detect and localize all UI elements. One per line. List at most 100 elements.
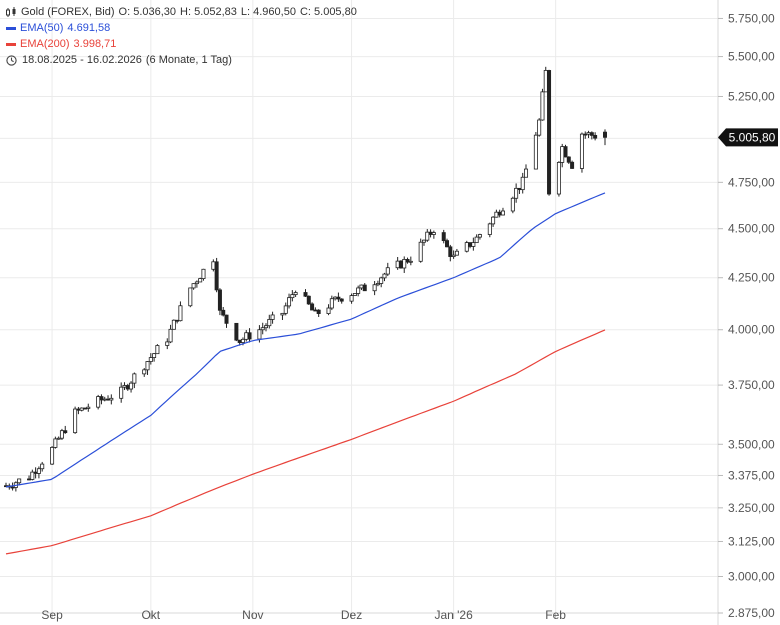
y-tick-label: 5.750,00 bbox=[728, 11, 775, 25]
candle-body bbox=[214, 261, 219, 291]
candle-body bbox=[579, 133, 584, 169]
ohlc-high: H: 5.052,83 bbox=[180, 6, 237, 18]
x-tick-label: Dez bbox=[341, 608, 362, 622]
y-tick-label: 4.500,00 bbox=[728, 222, 775, 236]
candle-body bbox=[240, 338, 245, 343]
candle-body bbox=[178, 305, 183, 322]
candle-body bbox=[194, 281, 199, 285]
candle-body bbox=[224, 314, 229, 324]
candle-body bbox=[316, 309, 321, 314]
candle-body bbox=[431, 232, 436, 235]
candle-body bbox=[17, 478, 22, 484]
candle-body bbox=[402, 259, 407, 269]
candle-body bbox=[152, 353, 157, 358]
candle-body bbox=[398, 260, 403, 269]
candle-body bbox=[27, 478, 32, 481]
candle-body bbox=[30, 471, 35, 480]
period-info: (6 Monate, 1 Tag) bbox=[145, 54, 232, 66]
candle-body bbox=[287, 297, 292, 307]
candle-body bbox=[362, 284, 367, 292]
y-tick-label: 3.250,00 bbox=[728, 501, 775, 515]
candle-body bbox=[464, 242, 469, 252]
candle-body bbox=[329, 298, 334, 309]
legend-range-row: 18.08.2025 - 16.02.2026 (6 Monate, 1 Tag… bbox=[6, 52, 361, 68]
candle-body bbox=[497, 211, 502, 216]
candle-body bbox=[428, 231, 433, 235]
x-tick-label: Jan '26 bbox=[434, 608, 473, 622]
ohlc-close: C: 5.005,80 bbox=[299, 6, 357, 18]
candle-body bbox=[448, 246, 453, 257]
candle-body bbox=[99, 396, 104, 401]
ema50-label: EMA(50) bbox=[20, 22, 64, 34]
candle-body bbox=[290, 294, 295, 299]
candle-body bbox=[471, 242, 476, 247]
candle-body bbox=[339, 298, 344, 302]
y-tick-label: 3.125,00 bbox=[728, 534, 775, 548]
candle-body bbox=[310, 303, 315, 311]
candle-body bbox=[468, 242, 473, 247]
candle-body bbox=[566, 156, 571, 163]
candle-body bbox=[76, 408, 81, 411]
candle-body bbox=[603, 131, 608, 138]
candle-body bbox=[119, 386, 124, 399]
candle-body bbox=[352, 293, 357, 296]
last-price-tag: 5.005,80 bbox=[718, 128, 778, 147]
candle-body bbox=[201, 268, 206, 280]
ema200-swatch bbox=[6, 42, 16, 46]
candle-body bbox=[593, 134, 598, 139]
candle-body bbox=[533, 134, 538, 170]
candle-body bbox=[237, 339, 242, 343]
candle-body bbox=[349, 295, 354, 302]
candle-body bbox=[487, 223, 492, 235]
candle-body bbox=[326, 307, 331, 314]
candle-body bbox=[560, 146, 565, 163]
candle-body bbox=[50, 447, 55, 465]
candle-body bbox=[155, 345, 160, 355]
candle-body bbox=[313, 309, 318, 312]
y-tick-label: 3.500,00 bbox=[728, 437, 775, 451]
ohlc-open: O: 5.036,30 bbox=[118, 6, 177, 18]
candle-body bbox=[221, 309, 226, 316]
candle-body bbox=[244, 332, 249, 340]
candle-body bbox=[234, 322, 239, 341]
candle-body bbox=[421, 239, 426, 243]
candle-body bbox=[385, 267, 390, 275]
candle-body bbox=[477, 234, 482, 238]
ema200-path bbox=[5, 329, 606, 555]
candle-body bbox=[491, 216, 496, 225]
candle-body bbox=[270, 314, 275, 320]
candle-body bbox=[589, 132, 594, 136]
candle-body bbox=[211, 261, 216, 270]
candle-body bbox=[563, 146, 568, 158]
candle-body bbox=[306, 295, 311, 305]
candle-body bbox=[267, 319, 272, 327]
last-price-tag-bg bbox=[718, 128, 778, 147]
candle-body bbox=[570, 161, 575, 169]
candle-body bbox=[418, 241, 423, 262]
ema50-line bbox=[5, 192, 606, 488]
candlestick-series bbox=[4, 66, 608, 492]
candle-body bbox=[33, 471, 38, 474]
legend-ema50-row: EMA(50) 4.691,58 bbox=[6, 20, 361, 36]
candle-body bbox=[217, 289, 222, 311]
x-tick-label: Sep bbox=[41, 608, 63, 622]
ema50-value: 4.691,58 bbox=[67, 22, 111, 34]
y-tick-label: 4.000,00 bbox=[728, 323, 775, 337]
candle-body bbox=[40, 463, 45, 470]
ohlc-low: L: 4.960,50 bbox=[240, 6, 296, 18]
candle-body bbox=[408, 260, 413, 263]
candle-body bbox=[79, 407, 84, 411]
candle-body bbox=[36, 468, 41, 474]
candle-body bbox=[441, 232, 446, 242]
candle-body bbox=[375, 283, 380, 286]
x-axis: Sep Okt Nov Dez Jan '26 Feb bbox=[0, 608, 718, 622]
candle-body bbox=[500, 210, 505, 216]
candle-body bbox=[109, 397, 114, 401]
candle-body bbox=[132, 373, 137, 384]
candle-body bbox=[586, 132, 591, 135]
candle-body bbox=[191, 283, 196, 289]
ema200-label: EMA(200) bbox=[20, 38, 70, 50]
candle-body bbox=[303, 292, 308, 297]
candle-body bbox=[260, 327, 265, 331]
